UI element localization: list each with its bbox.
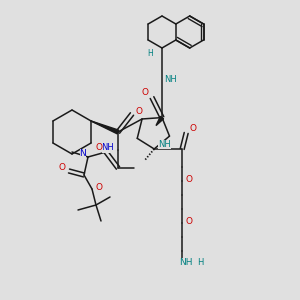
Text: NH: NH bbox=[158, 140, 171, 149]
Text: O: O bbox=[190, 124, 197, 134]
Text: NH: NH bbox=[179, 259, 193, 268]
Text: O: O bbox=[136, 106, 142, 116]
Text: O: O bbox=[186, 218, 193, 226]
Text: O: O bbox=[142, 88, 148, 97]
Text: N: N bbox=[80, 148, 86, 158]
Text: O: O bbox=[95, 142, 103, 152]
Text: H: H bbox=[147, 50, 153, 58]
Polygon shape bbox=[156, 116, 164, 126]
Polygon shape bbox=[91, 121, 119, 134]
Text: H: H bbox=[197, 259, 203, 268]
Text: NH: NH bbox=[102, 143, 114, 152]
Text: O: O bbox=[95, 182, 103, 191]
Text: O: O bbox=[58, 163, 65, 172]
Text: O: O bbox=[186, 176, 193, 184]
Text: N: N bbox=[135, 110, 141, 118]
Text: NH: NH bbox=[164, 75, 176, 84]
